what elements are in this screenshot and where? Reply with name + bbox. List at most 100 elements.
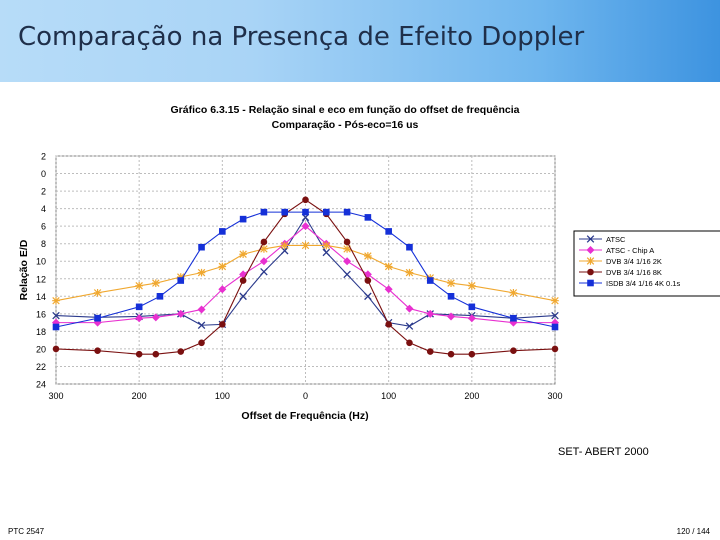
data-point — [426, 309, 435, 318]
data-point — [551, 311, 559, 320]
chart-legend: ATSC ATSC - Chip A DVB 3/4 1/16 2K DVB 3/4 … — [573, 230, 720, 297]
data-point — [260, 208, 268, 216]
data-point — [176, 273, 185, 281]
y-tick-label: 2 — [41, 152, 46, 162]
data-point — [260, 245, 268, 253]
data-point — [343, 257, 352, 266]
data-point — [280, 241, 289, 250]
data-point — [93, 289, 102, 297]
data-point — [385, 321, 392, 328]
data-point — [176, 309, 185, 318]
data-point — [239, 277, 247, 284]
data-point — [135, 314, 144, 323]
data-point — [198, 243, 205, 251]
data-point — [364, 252, 372, 260]
legend-marker — [587, 268, 594, 276]
data-point — [405, 304, 414, 313]
data-point — [302, 208, 309, 216]
data-point — [467, 314, 476, 323]
data-point — [426, 348, 434, 355]
data-point — [219, 228, 226, 235]
data-point — [152, 279, 160, 287]
legend-label: ISDB 3/4 1/16 4K 0.1s — [606, 279, 680, 288]
data-point — [260, 267, 268, 276]
data-point — [468, 281, 476, 290]
legend-label: ATSC - Chip A — [606, 246, 654, 255]
y-tick-label: 8 — [41, 239, 46, 249]
chart-title: Gráfico 6.3.15 - Relação sinal e eco em … — [171, 104, 520, 116]
y-axis-label: Relação E/D — [18, 239, 30, 300]
data-point — [198, 339, 205, 347]
data-point — [406, 243, 413, 251]
data-point — [405, 268, 414, 277]
data-point — [135, 303, 143, 311]
data-point — [364, 277, 372, 284]
legend-box — [573, 230, 720, 297]
footer-course-code: PTC 2547 — [8, 527, 45, 536]
data-point — [551, 296, 559, 305]
data-point — [510, 314, 517, 322]
data-point — [152, 350, 160, 358]
chart-subtitle: Comparação - Pós-eco=16 us — [272, 119, 419, 131]
data-point — [384, 262, 393, 271]
data-point — [322, 248, 331, 257]
data-point — [510, 347, 517, 354]
legend-marker — [586, 235, 595, 243]
data-point — [468, 350, 476, 358]
data-point — [509, 289, 518, 297]
data-point — [343, 245, 351, 253]
y-tick-label: 14 — [36, 292, 46, 302]
data-point — [301, 241, 310, 250]
x-tick-label: 200 — [464, 391, 479, 401]
x-tick-label: 200 — [132, 391, 147, 401]
y-tick-label: 0 — [41, 169, 46, 179]
data-point — [302, 196, 309, 204]
legend-marker — [587, 279, 594, 287]
data-point — [364, 214, 372, 221]
data-point — [385, 228, 392, 235]
data-point — [551, 345, 559, 353]
y-tick-label: 4 — [41, 204, 46, 214]
y-tick-label: 24 — [36, 380, 46, 390]
legend-label: DVB 3/4 1/16 8K — [606, 268, 662, 277]
data-point — [343, 270, 351, 279]
y-tick-label: 12 — [36, 274, 46, 284]
data-point — [405, 322, 414, 330]
data-point — [447, 350, 455, 358]
data-point — [197, 321, 206, 330]
data-point — [239, 215, 247, 223]
data-point — [197, 305, 206, 314]
y-tick-label: 22 — [36, 362, 46, 372]
data-point — [301, 222, 310, 231]
x-tick-label: 100 — [381, 391, 396, 401]
data-point — [260, 238, 268, 246]
data-point — [468, 303, 476, 311]
data-point — [197, 268, 206, 277]
title-banner: Comparação na Presença de Efeito Doppler — [0, 0, 720, 82]
x-tick-label: 300 — [547, 391, 562, 401]
data-point — [52, 345, 60, 353]
y-tick-label: 2 — [41, 187, 46, 197]
data-point — [239, 292, 247, 301]
data-point — [52, 311, 60, 320]
data-point — [156, 293, 164, 300]
credit-label: SET- ABERT 2000 — [558, 446, 649, 458]
data-point — [364, 292, 372, 301]
legend-marker — [586, 246, 595, 254]
data-point — [447, 293, 455, 300]
data-point — [259, 257, 268, 266]
data-point — [447, 312, 456, 321]
data-point — [322, 241, 331, 250]
y-tick-label: 10 — [36, 257, 46, 267]
y-tick-label: 16 — [36, 309, 46, 319]
data-point — [177, 277, 185, 284]
data-point — [322, 208, 330, 216]
data-point — [94, 347, 101, 354]
x-tick-label: 0 — [303, 391, 308, 401]
y-tick-label: 20 — [36, 344, 46, 354]
legend-marker — [586, 257, 595, 265]
legend-label: DVB 3/4 1/16 2K — [606, 257, 662, 266]
data-point — [219, 321, 226, 328]
data-point — [406, 339, 413, 347]
